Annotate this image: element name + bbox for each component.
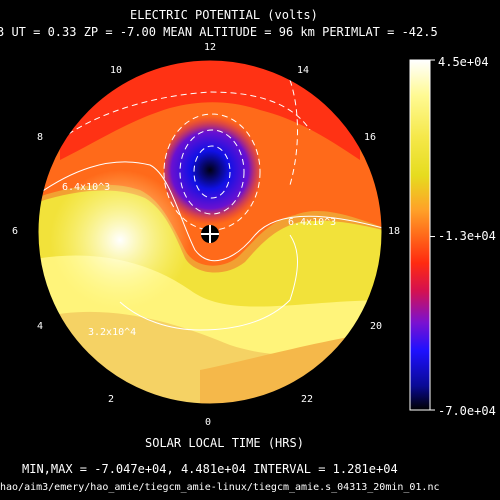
hour-label: 8 <box>37 132 44 143</box>
colorbar-tick-label: 4.5e+04 <box>438 55 489 69</box>
hour-label: 2 <box>108 394 115 405</box>
dashed-contour <box>289 79 298 186</box>
colorbar-tick-label: -7.0e+04 <box>438 404 496 418</box>
field-min-region <box>164 114 260 230</box>
hour-label: 14 <box>297 65 310 76</box>
hour-label: 20 <box>370 321 383 332</box>
dashed-contour <box>59 91 311 141</box>
contour-line <box>119 234 298 331</box>
pole-marker <box>201 225 219 243</box>
dashed-contour <box>179 129 245 215</box>
colorbar <box>409 59 431 411</box>
contour-line <box>38 161 382 262</box>
hour-label: 0 <box>205 417 212 428</box>
dashed-contour <box>193 145 231 199</box>
colorbar-ticks <box>430 59 435 411</box>
source-path: hao/aim3/emery/hao_amie/tiegcm_amie-linu… <box>0 482 440 493</box>
field-red-region <box>60 60 360 160</box>
hour-label: 22 <box>301 394 314 405</box>
stats-readout: MIN,MAX = -7.047e+04, 4.481e+04 INTERVAL… <box>22 462 398 476</box>
hour-label: 12 <box>204 42 217 53</box>
contour-lines <box>38 161 382 331</box>
hour-label: 4 <box>37 321 44 332</box>
hour-label: 6 <box>12 226 19 237</box>
chart-subtitle: 3 UT = 0.33 ZP = -7.00 MEAN ALTITUDE = 9… <box>0 25 438 39</box>
hour-label: 16 <box>364 132 377 143</box>
chart-title: ELECTRIC POTENTIAL (volts) <box>130 8 318 22</box>
hour-label: 10 <box>110 65 123 76</box>
contour-label: 3.2x10^4 <box>88 327 137 338</box>
contour-label: 6.4x10^3 <box>62 182 111 193</box>
contour-label: 6.4x10^3 <box>288 217 337 228</box>
field-max-region <box>50 170 190 310</box>
colorbar-tick-label: -1.3e+04 <box>438 229 496 243</box>
x-axis-label: SOLAR LOCAL TIME (HRS) <box>145 436 304 450</box>
plot-disc-outline <box>37 59 383 405</box>
hour-label: 18 <box>388 226 401 237</box>
